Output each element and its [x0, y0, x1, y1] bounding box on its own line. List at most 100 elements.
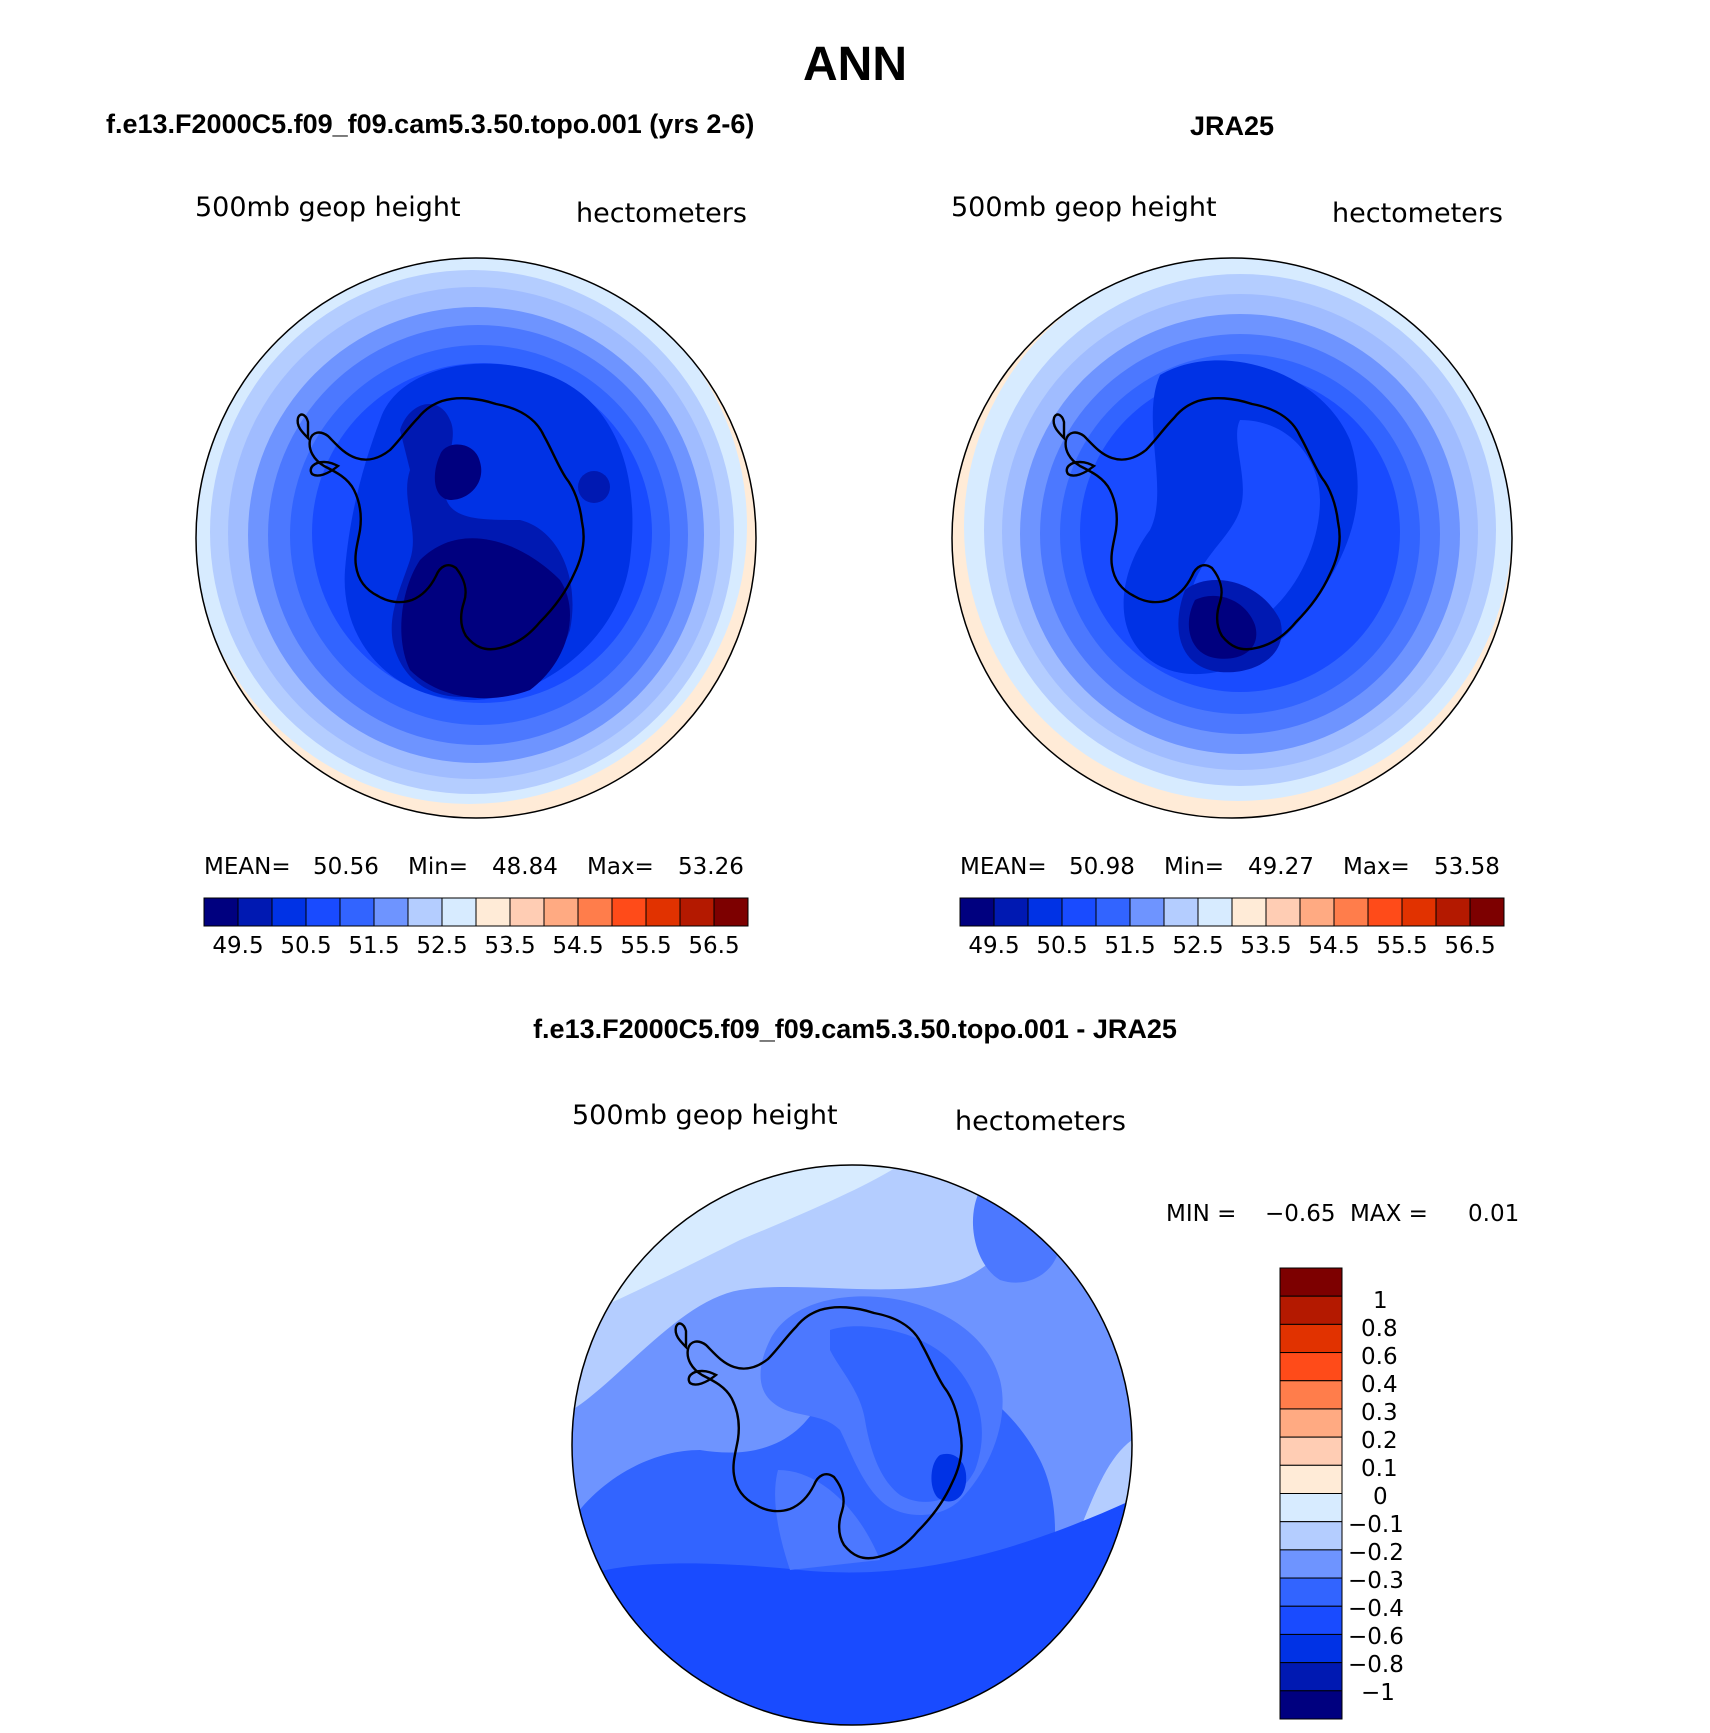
colorbar-swatch [1279, 1464, 1343, 1495]
colorbar-swatch [339, 897, 375, 927]
panel-obs-units-label: hectometers [1332, 198, 1503, 229]
colorbar-tick-label: 52.5 [416, 933, 467, 959]
colorbar-swatch [441, 897, 477, 927]
colorbar-swatch [509, 897, 545, 927]
colorbar-tick-label: 50.5 [1036, 933, 1087, 959]
colorbar-swatch [1279, 1295, 1343, 1325]
panel-model-min-value: 48.84 [492, 854, 558, 880]
colorbar-tick-label: 0.6 [1361, 1344, 1398, 1370]
colorbar-swatch [407, 897, 443, 927]
panel-model-max-value: 53.26 [678, 854, 744, 880]
colorbar-swatch [1279, 1577, 1343, 1607]
colorbar-swatch [993, 897, 1029, 927]
colorbar-tick-label: 51.5 [348, 933, 399, 959]
colorbar-swatch [1435, 897, 1471, 927]
panel-diff-max-value: 0.01 [1468, 1201, 1519, 1227]
panel-model-min-label: Min= [408, 854, 468, 880]
colorbar-swatch [713, 897, 749, 927]
panel-model-colorbar-labels: 49.5 50.5 51.5 52.5 53.5 54.5 55.5 56.5 [212, 933, 739, 959]
colorbar-swatch [1027, 897, 1063, 927]
panel-model-max-label: Max= [587, 854, 654, 880]
colorbar-tick-label: 52.5 [1172, 933, 1223, 959]
colorbar-tick-label: 0.4 [1361, 1372, 1398, 1398]
colorbar-swatch [1367, 897, 1403, 927]
panel-diff-variable-label: 500mb geop height [572, 1100, 838, 1131]
colorbar-tick-label: 54.5 [552, 933, 603, 959]
colorbar-swatch [1279, 1380, 1343, 1410]
colorbar-swatch [1129, 897, 1165, 927]
colorbar-tick-label: 0.8 [1361, 1316, 1398, 1342]
colorbar-tick-label: 53.5 [1240, 933, 1291, 959]
panel-diff-colorbar [1279, 1267, 1343, 1720]
colorbar-tick-label: 49.5 [212, 933, 263, 959]
panel-model-variable-label: 500mb geop height [195, 192, 461, 223]
panel-model-title: f.e13.F2000C5.f09_f09.cam5.3.50.topo.001… [106, 109, 754, 139]
panel-obs-min-value: 49.27 [1248, 854, 1314, 880]
panel-diff-max-label: MAX = [1350, 1201, 1428, 1227]
colorbar-tick-label: 55.5 [620, 933, 671, 959]
panel-diff: f.e13.F2000C5.f09_f09.cam5.3.50.topo.001… [533, 1014, 1519, 1726]
colorbar-tick-label: 0.3 [1361, 1400, 1398, 1426]
panel-diff-colorbar-labels: 1 0.8 0.6 0.4 0.3 0.2 0.1 0 −0.1 −0.2 −0… [1348, 1288, 1404, 1706]
colorbar-swatch [1279, 1408, 1343, 1438]
panel-model-colorbar [203, 897, 749, 927]
colorbar-swatch [1197, 897, 1233, 927]
colorbar-swatch [1279, 1493, 1343, 1523]
colorbar-swatch [1231, 897, 1267, 927]
panel-model: f.e13.F2000C5.f09_f09.cam5.3.50.topo.001… [106, 109, 757, 959]
colorbar-swatch [577, 897, 613, 927]
colorbar-swatch [1279, 1436, 1343, 1466]
panel-obs-colorbar-labels: 49.5 50.5 51.5 52.5 53.5 54.5 55.5 56.5 [968, 933, 1495, 959]
colorbar-swatch [203, 897, 239, 927]
colorbar-tick-label: −0.6 [1348, 1624, 1404, 1650]
colorbar-swatch [1279, 1352, 1343, 1382]
colorbar-tick-label: 54.5 [1308, 933, 1359, 959]
panel-model-map [196, 258, 756, 818]
panel-model-mean-label: MEAN= [204, 854, 291, 880]
colorbar-swatch [959, 897, 995, 927]
panel-diff-title: f.e13.F2000C5.f09_f09.cam5.3.50.topo.001… [533, 1014, 1177, 1044]
colorbar-swatch [237, 897, 273, 927]
colorbar-tick-label: 53.5 [484, 933, 535, 959]
colorbar-swatch [1279, 1549, 1343, 1579]
colorbar-swatch [1061, 897, 1097, 927]
colorbar-swatch [1279, 1633, 1343, 1664]
colorbar-swatch [1299, 897, 1335, 927]
colorbar-swatch [1279, 1605, 1343, 1635]
panel-obs-colorbar [959, 897, 1505, 927]
colorbar-swatch [1265, 897, 1301, 927]
colorbar-tick-label: 49.5 [968, 933, 1019, 959]
panel-obs-mean-value: 50.98 [1069, 854, 1135, 880]
colorbar-tick-label: 1 [1373, 1288, 1388, 1314]
colorbar-tick-label: −0.3 [1348, 1568, 1404, 1594]
panel-obs: JRA25 500mb geop height hectometers MEAN… [951, 111, 1513, 959]
colorbar-swatch [1095, 897, 1131, 927]
panel-obs-title: JRA25 [1190, 111, 1274, 141]
colorbar-swatch [1163, 897, 1199, 927]
colorbar-swatch [543, 897, 579, 927]
colorbar-tick-label: −0.8 [1348, 1652, 1404, 1678]
colorbar-tick-label: 56.5 [688, 933, 739, 959]
colorbar-swatch [1469, 897, 1505, 927]
colorbar-tick-label: 0.2 [1361, 1428, 1398, 1454]
colorbar-swatch [1333, 897, 1369, 927]
colorbar-swatch [373, 897, 409, 927]
colorbar-swatch [305, 897, 341, 927]
colorbar-tick-label: −1 [1361, 1680, 1395, 1706]
colorbar-swatch [271, 897, 307, 927]
colorbar-tick-label: 55.5 [1376, 933, 1427, 959]
colorbar-tick-label: 51.5 [1104, 933, 1155, 959]
panel-diff-map [572, 1165, 1132, 1725]
colorbar-swatch [1279, 1521, 1343, 1551]
colorbar-swatch [1401, 897, 1437, 927]
colorbar-swatch [475, 897, 511, 927]
colorbar-swatch [1279, 1662, 1343, 1692]
colorbar-swatch [1279, 1267, 1343, 1297]
colorbar-swatch [1279, 1323, 1343, 1354]
panel-diff-min-label: MIN = [1166, 1201, 1236, 1227]
colorbar-swatch [611, 897, 647, 927]
colorbar-tick-label: 50.5 [280, 933, 331, 959]
panel-diff-units-label: hectometers [955, 1106, 1126, 1137]
colorbar-tick-label: −0.2 [1348, 1540, 1404, 1566]
